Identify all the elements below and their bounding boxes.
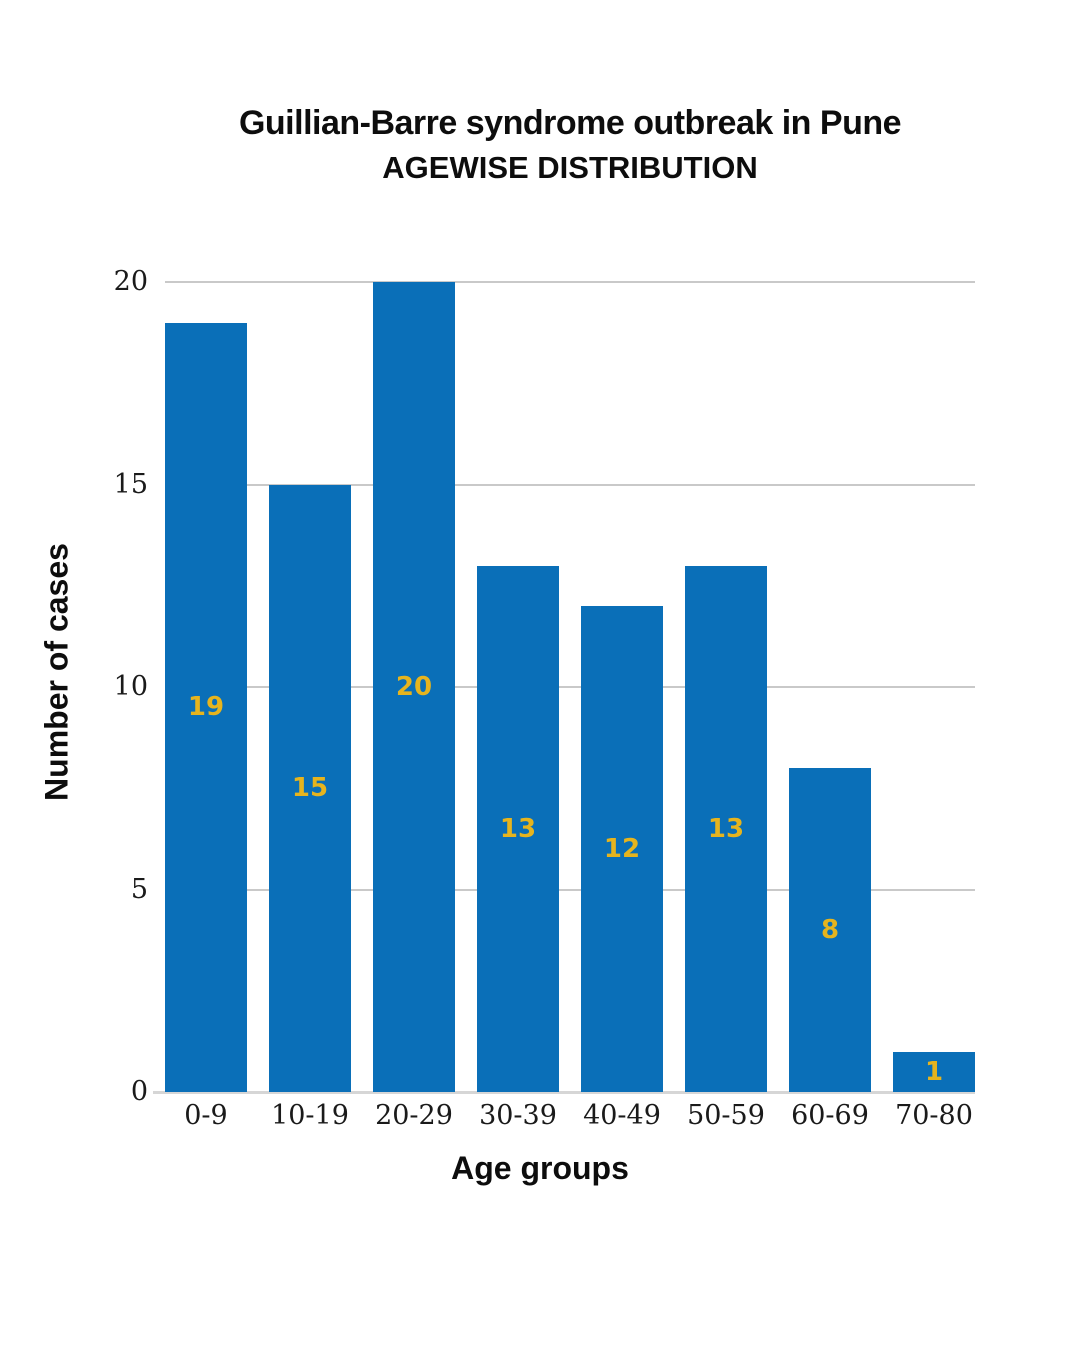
bar-value-label: 13: [707, 813, 745, 844]
chart-subtitle: AGEWISE DISTRIBUTION: [382, 150, 758, 185]
bar-value-label: 12: [603, 834, 641, 864]
bar-value-label: 15: [291, 773, 329, 804]
chart-title: Guillian-Barre syndrome outbreak in Pune: [238, 104, 902, 142]
y-tick-label: 0: [130, 1076, 148, 1107]
gridline-20: [165, 281, 975, 283]
bar-50-59: [685, 565, 767, 1092]
bar-0-9: [165, 322, 247, 1092]
bar-value-label: 8: [820, 915, 840, 945]
x-tick-label: 10-19: [271, 1100, 349, 1131]
bar-value-label: 19: [187, 692, 225, 723]
gridline-15: [165, 483, 975, 486]
x-tick-label: 40-49: [583, 1100, 661, 1131]
gridline-10: [165, 686, 975, 688]
bar-10-19: [269, 484, 351, 1092]
x-tick-label: 20-29: [375, 1100, 453, 1131]
y-tick-label: 20: [113, 266, 148, 297]
bar-60-69: [789, 768, 871, 1092]
y-tick-label: 15: [113, 468, 148, 500]
bar-value-label: 20: [395, 672, 433, 702]
y-tick-label: 10: [113, 671, 148, 702]
bar-70-80: [893, 1051, 975, 1092]
bar-value-label: 13: [499, 813, 537, 844]
bar-20-29: [373, 282, 455, 1092]
bar-value-label: 1: [924, 1056, 944, 1087]
x-tick-label: 30-39: [479, 1100, 557, 1131]
bar-40-49: [581, 606, 663, 1092]
x-axis-line: [153, 1091, 975, 1094]
x-tick-label: 50-59: [687, 1100, 765, 1131]
x-tick-label: 70-80: [895, 1100, 973, 1131]
gridline-5: [165, 888, 975, 891]
x-axis-label: Age groups: [451, 1150, 629, 1186]
bar-30-39: [477, 565, 559, 1092]
x-tick-label: 60-69: [791, 1100, 869, 1131]
y-tick-label: 5: [130, 873, 148, 905]
x-tick-label: 0-9: [184, 1100, 228, 1131]
